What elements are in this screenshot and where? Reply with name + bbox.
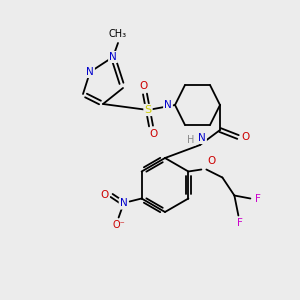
Text: F: F	[237, 218, 243, 229]
Text: O⁻: O⁻	[112, 220, 125, 230]
Text: N: N	[109, 52, 117, 62]
Text: O: O	[139, 81, 147, 91]
Text: CH₃: CH₃	[109, 29, 127, 39]
Text: N: N	[86, 67, 94, 77]
Text: O: O	[207, 157, 215, 166]
Text: O: O	[100, 190, 109, 200]
Text: N: N	[164, 100, 172, 110]
Text: O: O	[149, 129, 157, 139]
Text: S: S	[144, 105, 152, 115]
Text: H: H	[187, 135, 195, 145]
Text: N: N	[120, 199, 128, 208]
Text: F: F	[255, 194, 261, 203]
Text: N: N	[198, 133, 206, 143]
Text: O: O	[242, 132, 250, 142]
